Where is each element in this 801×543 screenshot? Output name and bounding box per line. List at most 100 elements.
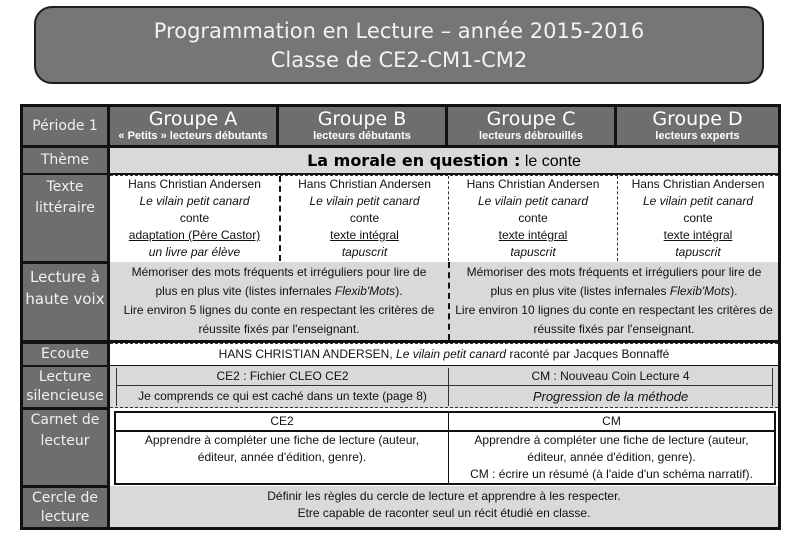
- label-text: silencieuse: [26, 388, 104, 404]
- theme-bold: La morale en question :: [307, 150, 521, 170]
- text-line: Définir les règles du cercle de lecture …: [267, 489, 621, 503]
- silencieuse-cm-title: CM : Nouveau Coin Lecture 4: [448, 368, 773, 386]
- cercle-label: Cercle de lecture: [23, 488, 107, 527]
- group-name: Groupe C: [486, 108, 576, 130]
- periode-label: Période 1: [23, 107, 107, 145]
- label-text: lecture: [40, 508, 90, 525]
- texte-label: Texte littéraire: [23, 175, 107, 261]
- text-line: Je comprends ce qui est caché dans un te…: [138, 388, 427, 403]
- label-text: Texte: [46, 179, 84, 195]
- text-line: Progression de la méthode: [532, 388, 689, 404]
- genre: conte: [349, 211, 380, 225]
- label-text: lecteur: [40, 433, 90, 449]
- carnet-label: Carnet de lecteur: [23, 410, 107, 485]
- book-title: Le vilain petit canard: [309, 194, 420, 208]
- book-title: Le vilain petit canard: [139, 194, 250, 208]
- carnet-ce2-text: Apprendre à compléter une fiche de lectu…: [116, 432, 448, 483]
- text-line: Apprendre à compléter une fiche de lectu…: [144, 433, 420, 447]
- text-line: CM: [602, 414, 621, 428]
- text-line: Mémoriser des mots fréquents et irréguli…: [131, 265, 427, 279]
- theme-rest: le conte: [520, 152, 581, 170]
- author: Hans Christian Andersen: [298, 177, 431, 191]
- texte-cell-a: Hans Christian Andersen Le vilain petit c…: [110, 176, 279, 261]
- silencieuse-ce2-title: CE2 : Fichier CLEO CE2: [116, 368, 448, 386]
- label-text: littéraire: [35, 200, 95, 216]
- support: tapuscrit: [341, 245, 388, 259]
- text-line: plus en plus vite (listes infernales: [490, 284, 670, 298]
- ecoute-narrator: raconté par Jacques Bonnaffé: [506, 347, 670, 361]
- version: texte intégral: [498, 228, 568, 242]
- label-text: Ecoute: [40, 346, 90, 362]
- flexib-mots: Flexib'Mots: [669, 284, 731, 298]
- label-text: Thème: [40, 152, 90, 168]
- group-name: Groupe D: [652, 108, 743, 130]
- genre: conte: [179, 211, 210, 225]
- text-line: Lire environ 10 lignes du conte en respe…: [455, 303, 773, 317]
- texte-cell-d: Hans Christian Andersen Le vilain petit c…: [617, 176, 778, 261]
- version: texte intégral: [663, 228, 733, 242]
- support: tapuscrit: [510, 245, 556, 259]
- author: Hans Christian Andersen: [466, 177, 600, 191]
- theme-cell: La morale en question : le conte: [110, 148, 778, 173]
- text-line: Apprendre à compléter une fiche de lectu…: [474, 433, 749, 447]
- texte-row: [110, 175, 778, 262]
- author: Hans Christian Andersen: [128, 177, 261, 191]
- group-sub: lecteurs experts: [655, 130, 740, 142]
- silencieuse-ce2-text: Je comprends ce qui est caché dans un te…: [116, 386, 448, 406]
- title-line-2: Classe de CE2-CM1-CM2: [270, 48, 528, 72]
- version: texte intégral: [330, 228, 399, 242]
- silencieuse-label: Lecture silencieuse: [23, 367, 107, 407]
- ecoute-author: HANS CHRISTIAN ANDERSEN,: [218, 347, 397, 361]
- texte-cell-c: Hans Christian Andersen Le vilain petit c…: [448, 176, 617, 261]
- carnet-cm-text: Apprendre à compléter une fiche de lectu…: [448, 432, 774, 483]
- group-sub: « Petits » lecteurs débutants: [118, 130, 268, 142]
- genre: conte: [518, 211, 548, 225]
- author: Hans Christian Andersen: [631, 177, 765, 191]
- programme-table: Période 1 Groupe A « Petits » lecteurs dé…: [20, 104, 781, 530]
- carnet-frame: [114, 411, 776, 485]
- support: tapuscrit: [675, 245, 721, 259]
- group-sub: lecteurs débrouillés: [479, 130, 583, 142]
- ecoute-cell: HANS CHRISTIAN ANDERSEN, Le vilain petit…: [110, 343, 778, 365]
- silencieuse-cm-text: Progression de la méthode: [448, 386, 773, 406]
- text-line: Mémoriser des mots fréquents et irréguli…: [466, 265, 762, 279]
- version: adaptation (Père Castor): [128, 228, 261, 242]
- text-line: réussite fixés par l'enseignant.: [198, 322, 360, 336]
- label-text: Lecture à: [30, 268, 100, 286]
- support: un livre par élève: [148, 245, 241, 259]
- title-line-1: Programmation en Lecture – année 2015-20…: [153, 19, 645, 43]
- book-title: Le vilain petit canard: [477, 194, 589, 208]
- carnet-cm-title: CM: [448, 413, 774, 432]
- text-line: Lire environ 5 lignes du conte en respec…: [123, 303, 435, 317]
- group-name: Groupe B: [317, 108, 407, 130]
- text-line: plus en plus vite (listes infernales: [155, 284, 335, 298]
- group-sub: lecteurs débutants: [313, 130, 411, 142]
- page-title: Programmation en Lecture – année 2015-20…: [34, 6, 764, 84]
- cercle-cell: Définir les règles du cercle de lecture …: [110, 486, 778, 527]
- ecoute-label: Ecoute: [23, 344, 107, 365]
- carnet-row: [110, 408, 778, 486]
- haute-voix-cm: Mémoriser des mots fréquents et irréguli…: [448, 262, 778, 340]
- text-line: éditeur, année d'édition, genre).: [527, 450, 696, 464]
- texte-cell-b: Hans Christian Andersen Le vilain petit c…: [279, 176, 448, 261]
- text-line: éditeur, année d'édition, genre).: [197, 450, 367, 464]
- label-text: Cercle de: [32, 489, 98, 506]
- text-line: CM : Nouveau Coin Lecture 4: [531, 369, 690, 383]
- haute-voix-ce2: Mémoriser des mots fréquents et irréguli…: [110, 262, 448, 340]
- label-text: Lecture: [38, 369, 92, 385]
- haute-voix-label: Lecture à haute voix: [23, 264, 107, 340]
- label-text: Carnet de: [30, 412, 100, 428]
- ecoute-title: Le vilain petit canard: [396, 347, 507, 361]
- label-text: haute voix: [25, 290, 105, 308]
- text-line: ).: [730, 284, 738, 298]
- text-line: CE2: [270, 414, 294, 428]
- text-line: Etre capable de raconter seul un récit é…: [297, 506, 591, 520]
- book-title: Le vilain petit canard: [642, 194, 754, 208]
- text-line: CE2 : Fichier CLEO CE2: [216, 369, 349, 383]
- periode-text: Période 1: [32, 117, 98, 134]
- genre: conte: [683, 211, 713, 225]
- flexib-mots: Flexib'Mots: [334, 284, 396, 298]
